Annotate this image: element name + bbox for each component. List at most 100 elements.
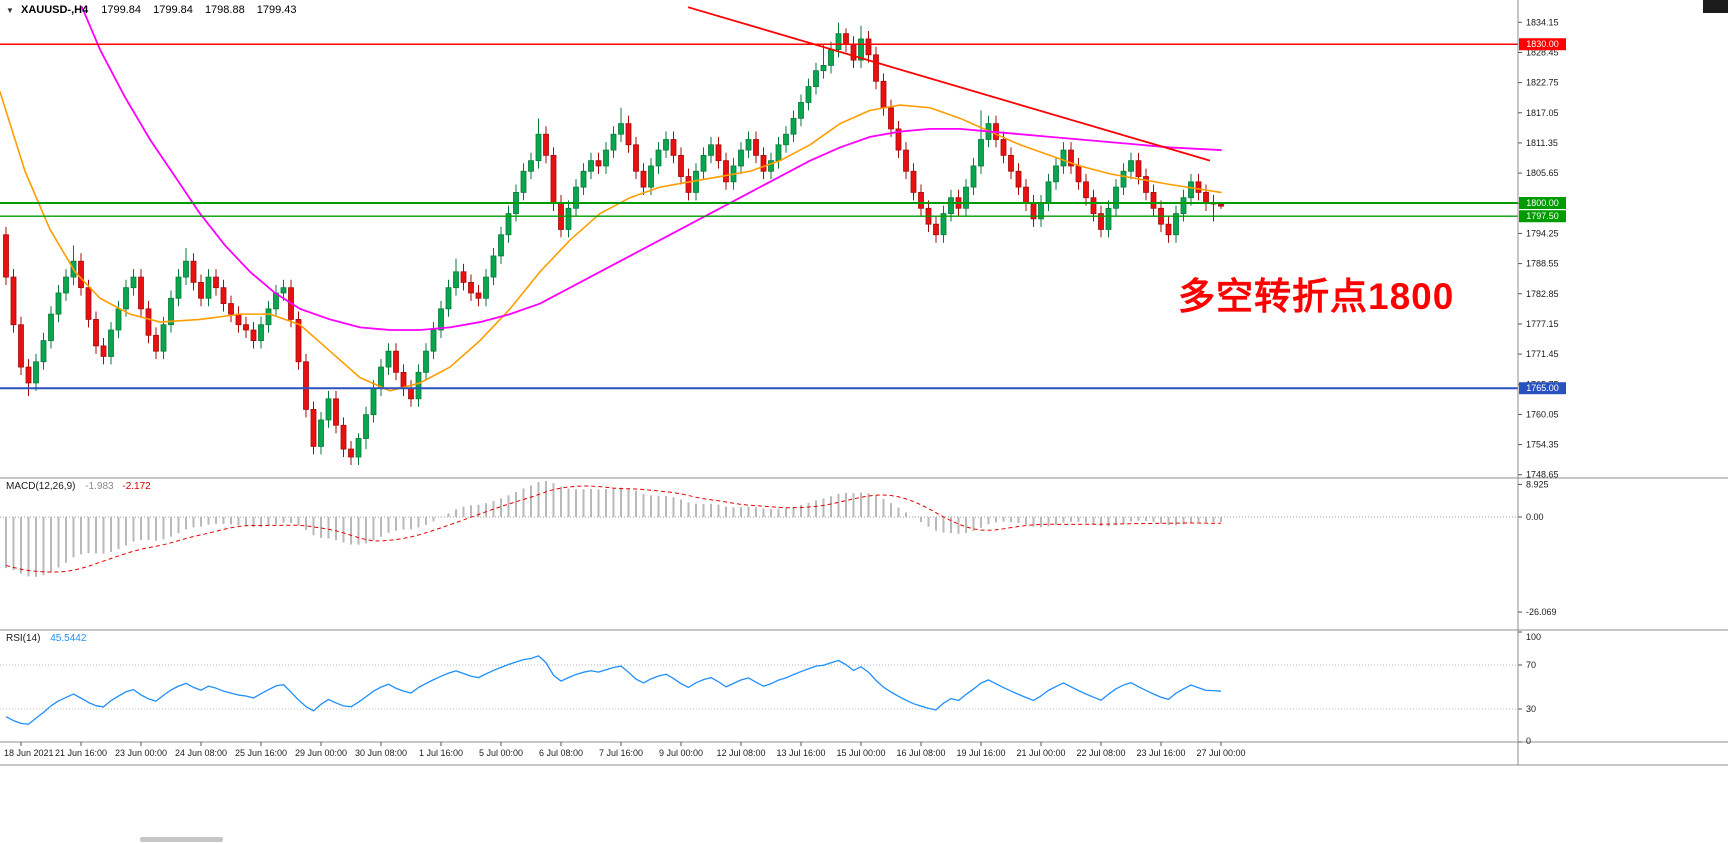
candle-body [400, 371, 407, 389]
time-axis-label: 23 Jul 16:00 [1136, 748, 1185, 758]
candle-body [940, 213, 947, 236]
candle-body [243, 324, 249, 331]
time-axis-label: 15 Jul 00:00 [836, 748, 885, 758]
candle-body [1000, 139, 1007, 156]
candle-body [130, 276, 137, 289]
candle-body [100, 345, 107, 357]
candle-body [175, 276, 182, 299]
ohlc-close: 1799.43 [256, 4, 297, 16]
candle-body [33, 361, 39, 384]
time-axis-label: 29 Jun 00:00 [295, 748, 347, 758]
symbol-dropdown-icon[interactable]: ▼ [6, 6, 14, 15]
candle-body [738, 149, 744, 167]
chart-header: ▼ XAUUSD-,H4 1799.84 1799.84 1798.88 179… [6, 4, 306, 16]
rsi-value: 45.5442 [50, 633, 87, 644]
time-axis-label: 12 Jul 08:00 [716, 748, 765, 758]
price-axis[interactable]: 1834.15 1828.45 1822.75 1817.05 1811.35 1805.… [1518, 17, 1566, 480]
ma-slow-line [81, 6, 1222, 331]
chart-text-annotation[interactable]: 多空转折点1800 [1178, 276, 1455, 317]
candle-body [573, 186, 579, 209]
candle-body [963, 186, 969, 209]
rsi-scale-label: 30 [1526, 704, 1536, 714]
candle-body [535, 133, 542, 162]
ohlc-low: 1798.88 [204, 4, 245, 16]
candle-body [648, 165, 654, 188]
pane-separators[interactable] [0, 0, 1728, 766]
price-axis-label: 1822.75 [1526, 78, 1559, 88]
candle-body [190, 260, 197, 283]
candle-body [423, 350, 429, 373]
time-axis-label: 7 Jul 16:00 [599, 748, 643, 758]
candle-body [475, 292, 482, 299]
candle-body [138, 276, 144, 310]
corner-mark [1703, 0, 1728, 13]
candle-body [228, 303, 234, 315]
candle-body [528, 160, 534, 172]
candle-body [453, 271, 459, 289]
time-axis-label: 30 Jun 08:00 [355, 748, 407, 758]
candle-body [108, 329, 114, 357]
candle-body [258, 324, 264, 341]
macd-scale[interactable]: 8.925 0.00 -26.069 [1518, 479, 1557, 617]
time-axis[interactable]: 18 Jun 2021 21 Jun 16:00 23 Jun 00:00 24 Ju… [4, 742, 1246, 758]
ma-fast-line [0, 91, 1222, 392]
candle-body [520, 170, 527, 193]
candles-layer [3, 22, 1224, 465]
time-axis-label: 27 Jul 00:00 [1196, 748, 1245, 758]
candle-body [445, 287, 452, 310]
price-badge [1519, 382, 1566, 395]
candle-body [235, 313, 242, 326]
rsi-scale-label: 100 [1526, 632, 1541, 642]
time-axis-label: 9 Jul 00:00 [659, 748, 703, 758]
candle-body [970, 165, 977, 188]
candle-body [775, 144, 782, 162]
rsi-name: RSI(14) [6, 633, 41, 644]
candle-body [1098, 213, 1104, 230]
time-axis-label: 13 Jul 16:00 [776, 748, 825, 758]
candle-body [813, 70, 819, 87]
price-badge-text: 1765.00 [1526, 383, 1559, 393]
candle-body [798, 102, 804, 119]
macd-value-main: -1.983 [85, 481, 114, 492]
candle-body [768, 160, 774, 172]
rsi-scale[interactable]: 100 70 30 0 [1518, 631, 1541, 746]
price-axis-label: 1771.45 [1526, 349, 1559, 359]
candle-body [873, 54, 879, 82]
candle-body [295, 319, 302, 363]
candle-body [618, 123, 624, 135]
candle-body [663, 139, 669, 151]
horizontal-scrollbar-thumb[interactable] [140, 837, 223, 842]
candle-body [160, 324, 167, 352]
rsi-indicator-label: RSI(14) 45.5442 [6, 633, 86, 644]
candle-body [565, 207, 572, 230]
candle-body [25, 366, 32, 384]
candle-body [393, 350, 399, 373]
candle-body [280, 287, 287, 294]
candle-body [198, 281, 204, 299]
candle-body [325, 398, 332, 421]
candle-body [580, 170, 587, 188]
macd-pane [0, 481, 1518, 577]
candle-body [625, 123, 632, 146]
candle-body [153, 334, 159, 352]
time-axis-label: 1 Jul 16:00 [419, 748, 463, 758]
price-badge [1519, 197, 1566, 209]
descending-trendline[interactable] [687, 6, 1211, 162]
candle-body [505, 213, 512, 236]
candle-body [1143, 176, 1149, 193]
candle-body [715, 144, 722, 162]
time-axis-label: 19 Jul 16:00 [956, 748, 1005, 758]
candle-body [78, 260, 84, 289]
ma-fast-line [0, 91, 1222, 392]
price-axis-label: 1834.15 [1526, 17, 1559, 27]
candle-body [468, 281, 474, 294]
candle-body [483, 276, 489, 299]
candle-body [40, 340, 47, 363]
time-axis-label: 22 Jul 08:00 [1076, 748, 1125, 758]
time-axis-label: 6 Jul 08:00 [539, 748, 583, 758]
chart-objects[interactable] [0, 6, 1518, 390]
time-axis-label: 21 Jul 00:00 [1016, 748, 1065, 758]
ma-slow-line [81, 6, 1222, 331]
rsi-scale-label: 0 [1526, 736, 1531, 746]
